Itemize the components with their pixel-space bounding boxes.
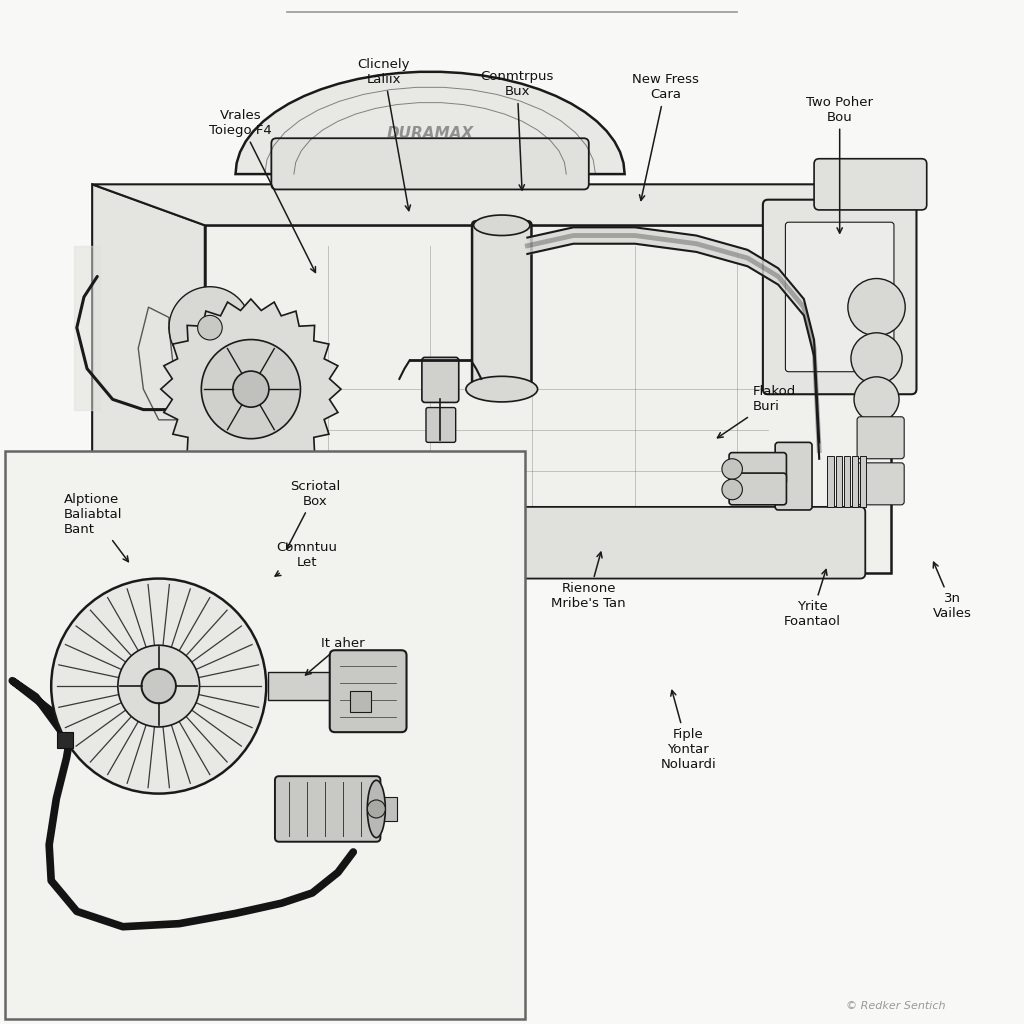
FancyBboxPatch shape — [857, 417, 904, 459]
Text: Conmtrpus
Bux: Conmtrpus Bux — [480, 70, 554, 190]
Bar — [57, 731, 74, 748]
Bar — [827, 456, 834, 507]
Bar — [852, 456, 858, 507]
Bar — [371, 797, 397, 821]
Text: DURAMAX: DURAMAX — [386, 126, 474, 140]
FancyBboxPatch shape — [857, 463, 904, 505]
Text: Fiple
Yontar
Noluardi: Fiple Yontar Noluardi — [660, 690, 716, 771]
Circle shape — [851, 333, 902, 384]
FancyBboxPatch shape — [271, 138, 589, 189]
Circle shape — [51, 579, 266, 794]
Circle shape — [854, 377, 899, 422]
Text: Two Poher
Bou: Two Poher Bou — [806, 95, 873, 233]
Text: Flakod
Buri: Flakod Buri — [718, 385, 796, 438]
Bar — [860, 456, 866, 507]
Text: Vrales
Toiego F4: Vrales Toiego F4 — [209, 109, 315, 272]
Circle shape — [722, 459, 742, 479]
Circle shape — [848, 279, 905, 336]
FancyBboxPatch shape — [422, 357, 459, 402]
FancyBboxPatch shape — [330, 650, 407, 732]
FancyBboxPatch shape — [729, 473, 786, 505]
Text: Rienone
Mribe's Tan: Rienone Mribe's Tan — [552, 552, 626, 610]
FancyBboxPatch shape — [785, 222, 894, 372]
PathPatch shape — [236, 72, 625, 174]
FancyBboxPatch shape — [274, 776, 381, 842]
Bar — [350, 691, 371, 712]
Text: It aher: It aher — [305, 637, 365, 675]
Ellipse shape — [368, 780, 385, 838]
Text: Yrite
Foantaol: Yrite Foantaol — [783, 569, 841, 629]
Circle shape — [198, 315, 222, 340]
Bar — [836, 456, 842, 507]
Circle shape — [141, 669, 176, 703]
Ellipse shape — [466, 377, 538, 401]
FancyBboxPatch shape — [729, 453, 786, 484]
Text: Clicnely
Laliix: Clicnely Laliix — [357, 57, 411, 211]
Ellipse shape — [473, 215, 530, 236]
PathPatch shape — [92, 184, 891, 225]
Circle shape — [232, 371, 269, 408]
PathPatch shape — [92, 184, 205, 573]
FancyBboxPatch shape — [426, 408, 456, 442]
FancyBboxPatch shape — [814, 159, 927, 210]
FancyBboxPatch shape — [220, 507, 865, 579]
Circle shape — [118, 645, 200, 727]
PathPatch shape — [161, 299, 341, 479]
Circle shape — [202, 340, 300, 438]
Text: © Redker Sentich: © Redker Sentich — [846, 1000, 946, 1011]
Text: Alptione
Baliabtal
Bant: Alptione Baliabtal Bant — [63, 493, 128, 561]
PathPatch shape — [205, 225, 891, 573]
Bar — [844, 456, 850, 507]
Text: Scriotal
Box: Scriotal Box — [287, 479, 341, 549]
Text: 3n
Vailes: 3n Vailes — [933, 562, 972, 621]
Circle shape — [368, 800, 385, 818]
Text: New Fress
Cara: New Fress Cara — [632, 73, 699, 201]
FancyBboxPatch shape — [775, 442, 812, 510]
Bar — [268, 672, 335, 700]
Text: Comntuu
Let: Comntuu Let — [275, 541, 338, 577]
Circle shape — [722, 479, 742, 500]
FancyBboxPatch shape — [472, 221, 531, 393]
FancyBboxPatch shape — [763, 200, 916, 394]
Bar — [5, 451, 525, 1019]
Circle shape — [169, 287, 251, 369]
